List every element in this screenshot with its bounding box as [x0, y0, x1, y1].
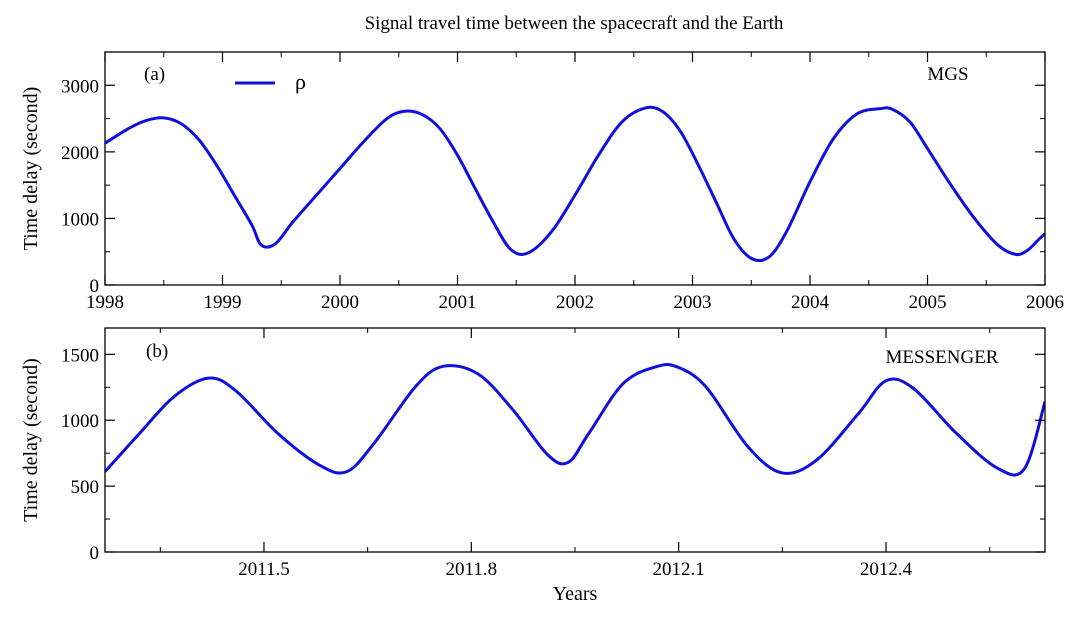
- figure-title: Signal travel time between the spacecraf…: [365, 13, 784, 34]
- y-tick-label: 3000: [61, 76, 99, 97]
- x-tick-label: 2002: [556, 292, 594, 313]
- x-tick-label: 2011.8: [446, 559, 498, 580]
- y-axis-label: Time delay (second): [20, 358, 42, 522]
- spacecraft-annotation: MESSENGER: [886, 347, 999, 368]
- panel-a: 1998 1999 2000 2001 2002 2003 2004 2005 2006 0 100…: [20, 51, 1064, 313]
- y-tick-label: 1000: [61, 209, 99, 230]
- y-tick-label: 2000: [61, 143, 99, 164]
- x-tick-label: 2012.4: [860, 559, 913, 580]
- y-axis-label: Time delay (second): [20, 87, 42, 251]
- panel-label: (b): [146, 341, 168, 362]
- x-tick-label: 2004: [791, 292, 830, 313]
- x-tick-label: 1998: [86, 292, 124, 313]
- y-tick-label: 1000: [61, 411, 99, 432]
- panel-b: 2011.5 2011.8 2012.1 2012.4 0 500 1000 1500 Time…: [20, 327, 1046, 580]
- x-tick-label: 2003: [674, 292, 712, 313]
- x-tick-label: 2006: [1026, 292, 1064, 313]
- y-tick-label: 1500: [61, 345, 99, 366]
- x-tick-label: 2000: [321, 292, 359, 313]
- y-tick-label: 0: [90, 543, 100, 564]
- spacecraft-annotation: MGS: [927, 64, 968, 85]
- x-tick-label: 2012.1: [653, 559, 705, 580]
- panel-label: (a): [144, 64, 165, 85]
- y-tick-label: 0: [90, 276, 100, 297]
- y-tick-label: 500: [71, 477, 100, 498]
- x-tick-label: 2011.5: [238, 559, 290, 580]
- x-tick-label: 1999: [204, 292, 242, 313]
- x-tick-label: 2001: [439, 292, 477, 313]
- series-line-a-0: [105, 105, 1045, 263]
- series-line-b-0: [105, 363, 1045, 477]
- x-axis-label: Years: [553, 583, 598, 605]
- legend-label: ρ: [295, 69, 306, 94]
- x-tick-label: 2005: [909, 292, 947, 313]
- plot-frame: [104, 51, 1046, 286]
